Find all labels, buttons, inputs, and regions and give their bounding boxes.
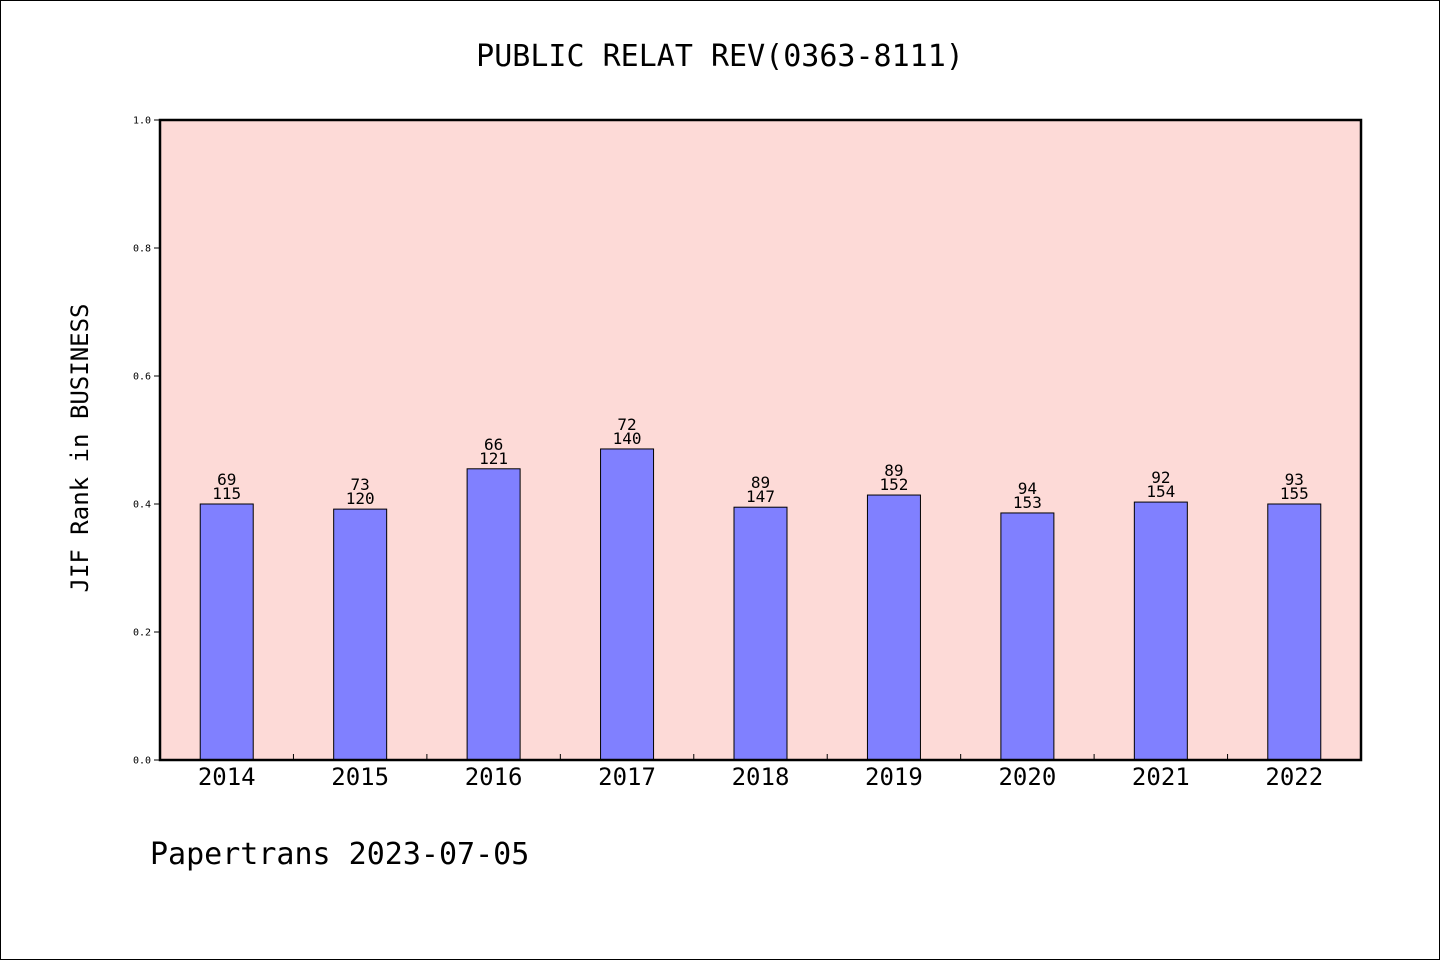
rank-label: 72 — [617, 415, 636, 434]
total-label: 155 — [1280, 484, 1309, 503]
x-tick-label: 2017 — [598, 763, 656, 791]
y-tick-label: 0.6 — [133, 372, 151, 383]
rank-label: 94 — [1018, 479, 1037, 498]
bar-2016 — [466, 468, 521, 761]
bar-2015 — [333, 508, 388, 761]
total-label: 120 — [346, 489, 375, 508]
bar-2019 — [866, 494, 921, 761]
bar-2018 — [733, 506, 788, 761]
rank-label: 92 — [1151, 468, 1170, 487]
x-tick-label: 2019 — [865, 763, 923, 791]
bar-2021 — [1133, 501, 1188, 761]
y-tick-label: 0.4 — [133, 500, 151, 511]
rank-label: 69 — [217, 470, 236, 489]
bar-2017 — [600, 448, 655, 761]
y-tick-label: 1.0 — [133, 116, 151, 127]
bar-2020 — [1000, 512, 1055, 761]
x-tick-label: 2014 — [198, 763, 256, 791]
rank-label: 93 — [1285, 470, 1304, 489]
y-tick-label: 0.8 — [133, 244, 151, 255]
rank-label: 89 — [751, 473, 770, 492]
total-label: 140 — [613, 429, 642, 448]
x-tick-label: 2015 — [331, 763, 389, 791]
rank-label: 73 — [351, 475, 370, 494]
rank-label: 89 — [884, 461, 903, 480]
x-tick-label: 2022 — [1265, 763, 1323, 791]
chart-title: PUBLIC RELAT REV(0363-8111) — [476, 39, 964, 74]
total-label: 147 — [746, 487, 775, 506]
total-label: 121 — [479, 449, 508, 468]
total-label: 154 — [1146, 482, 1175, 501]
total-label: 115 — [212, 484, 241, 503]
bar-2014 — [199, 503, 254, 761]
footer-text: Papertrans 2023-07-05 — [150, 837, 529, 872]
bar-2022 — [1267, 503, 1322, 761]
x-tick-label: 2018 — [732, 763, 790, 791]
total-label: 152 — [879, 475, 908, 494]
y-tick-label: 0.2 — [133, 628, 151, 639]
y-axis-label: JIF Rank in BUSINESS — [66, 304, 94, 593]
x-tick-label: 2020 — [998, 763, 1056, 791]
x-tick-label: 2021 — [1132, 763, 1190, 791]
y-tick-label: 0.0 — [133, 756, 151, 767]
x-tick-label: 2016 — [465, 763, 523, 791]
plot-border — [158, 118, 1363, 762]
rank-label: 66 — [484, 435, 503, 454]
total-label: 153 — [1013, 493, 1042, 512]
